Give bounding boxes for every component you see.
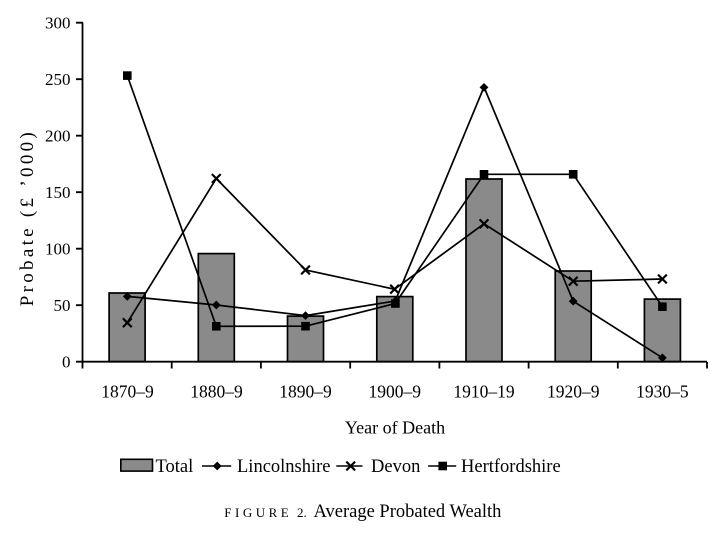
svg-text:0: 0 xyxy=(62,352,71,371)
svg-text:200: 200 xyxy=(45,126,71,145)
svg-text:1900–9: 1900–9 xyxy=(369,381,422,401)
svg-text:Lincolnshire: Lincolnshire xyxy=(237,457,331,477)
svg-text:Devon: Devon xyxy=(371,457,420,477)
svg-text:Average Probated Wealth: Average Probated Wealth xyxy=(314,502,502,522)
svg-text:2.: 2. xyxy=(297,505,307,520)
svg-text:FIGURE: FIGURE xyxy=(224,505,292,520)
svg-text:1880–9: 1880–9 xyxy=(190,381,243,401)
svg-text:1910–19: 1910–19 xyxy=(453,381,515,401)
svg-text:Total: Total xyxy=(156,457,194,477)
svg-text:Probate (£ ’000): Probate (£ ’000) xyxy=(17,129,38,306)
svg-text:1930–5: 1930–5 xyxy=(636,381,689,401)
svg-text:250: 250 xyxy=(45,70,71,89)
svg-text:Hertfordshire: Hertfordshire xyxy=(461,457,561,477)
svg-text:Year of Death: Year of Death xyxy=(345,417,445,437)
svg-text:150: 150 xyxy=(45,183,71,202)
svg-text:50: 50 xyxy=(54,296,71,315)
svg-text:100: 100 xyxy=(45,239,71,258)
svg-text:300: 300 xyxy=(45,13,71,32)
svg-text:1890–9: 1890–9 xyxy=(279,381,332,401)
svg-text:1870–9: 1870–9 xyxy=(101,381,154,401)
svg-text:1920–9: 1920–9 xyxy=(547,381,600,401)
